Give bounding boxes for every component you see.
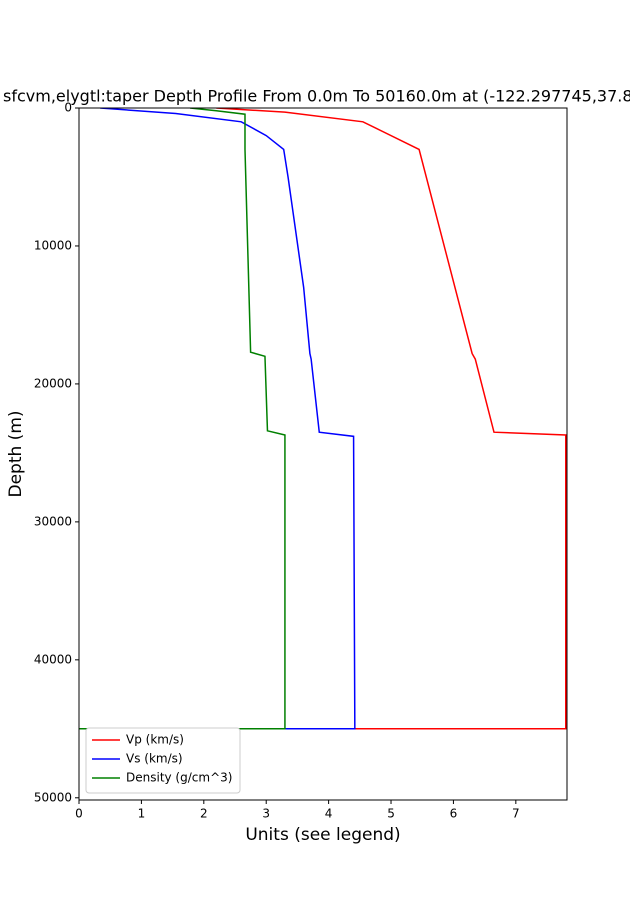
x-tick-label: 3 — [262, 807, 270, 821]
y-tick-label: 40000 — [34, 652, 72, 666]
y-tick-label: 30000 — [34, 514, 72, 528]
y-tick-label: 10000 — [34, 238, 72, 252]
y-tick-label: 50000 — [34, 790, 72, 804]
x-tick-label: 1 — [138, 807, 146, 821]
series-line — [79, 108, 286, 730]
x-axis-label: Units (see legend) — [245, 825, 400, 845]
x-tick-label: 4 — [325, 807, 333, 821]
x-tick-label: 2 — [200, 807, 208, 821]
x-tick-label: 6 — [450, 807, 458, 821]
legend-label: Vs (km/s) — [126, 752, 183, 766]
legend-label: Vp (km/s) — [126, 733, 184, 747]
series-line — [79, 108, 567, 730]
legend-label: Density (g/cm^3) — [126, 771, 232, 785]
plot-frame — [78, 107, 568, 801]
legend-box — [85, 727, 241, 794]
x-tick-label: 5 — [387, 807, 395, 821]
y-tick-label: 20000 — [34, 376, 72, 390]
y-tick-label: 0 — [64, 101, 72, 115]
y-axis-label: Depth (m) — [6, 410, 26, 497]
x-tick-label: 7 — [512, 807, 520, 821]
x-tick-label: 0 — [75, 807, 83, 821]
chart-title: sfcvm,elygtl:taper Depth Profile From 0.… — [3, 87, 630, 106]
series-line — [79, 108, 356, 730]
